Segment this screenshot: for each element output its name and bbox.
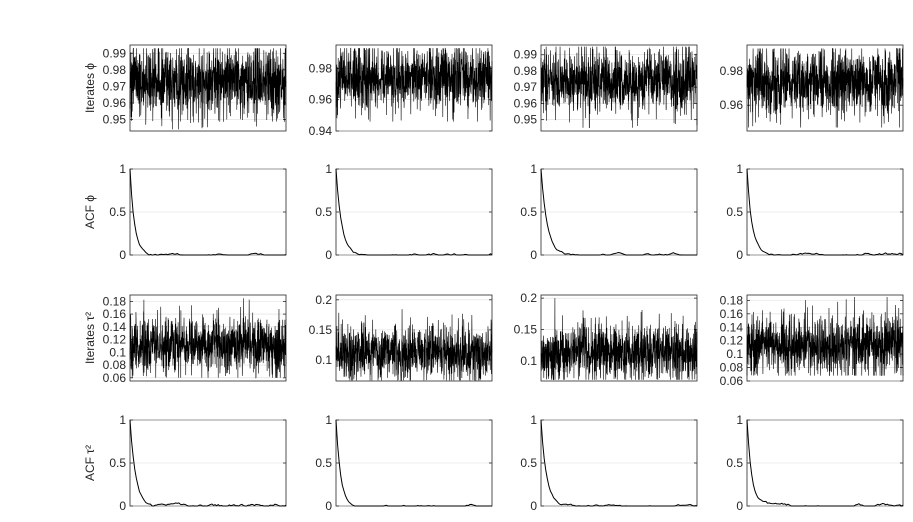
- y-tick-label: 0.98: [103, 63, 127, 77]
- y-tick-label: 0: [530, 248, 537, 262]
- acf-line: [129, 168, 287, 256]
- subplot-iterates-tau2-1: 0.060.080.10.120.140.160.18 Iterates τ²: [83, 294, 287, 385]
- subplot-acf-tau2-1: 0 0.5 1 ACF τ²: [83, 413, 287, 513]
- y-tick-label: 0.1: [109, 345, 126, 359]
- y-tick-label: 0.99: [514, 48, 538, 62]
- y-tick-label: 0.2: [520, 291, 537, 305]
- acf-line: [540, 168, 697, 256]
- y-tick-label: 1: [736, 413, 743, 427]
- subplot-acf-tau2-3: 00.51: [520, 413, 698, 513]
- y-tick-label: 0.12: [720, 334, 744, 348]
- y-tick-label: 1: [119, 162, 126, 176]
- y-tick-label: 0.16: [103, 307, 127, 321]
- y-tick-label: 0.5: [726, 456, 743, 470]
- y-tick-label: 0: [119, 499, 126, 513]
- y-tick-label: 0.5: [315, 456, 332, 470]
- y-tick-label: 0.5: [520, 205, 537, 219]
- acf-line: [335, 419, 492, 507]
- subplot-iterates-phi-3: 0.95 0.96 0.97 0.98 0.99: [514, 44, 698, 132]
- y-tick-label: 1: [530, 413, 537, 427]
- y-axis-label: ACF ϕ: [83, 195, 97, 229]
- subplot-iterates-phi-2: 0.94 0.96 0.98: [309, 44, 493, 138]
- acf-line: [335, 168, 493, 256]
- y-tick-label: 0.5: [109, 205, 126, 219]
- trace-line: [746, 297, 904, 376]
- trace-line: [129, 48, 287, 130]
- y-tick-label: 0.08: [103, 358, 127, 372]
- y-tick-label: 0.15: [309, 323, 333, 337]
- subplot-acf-tau2-4: 00.51: [726, 413, 904, 513]
- acf-line: [129, 419, 287, 507]
- subplot-iterates-tau2-3: 0.1 0.15 0.2: [514, 291, 698, 382]
- y-tick-label: 1: [325, 413, 332, 427]
- trace-line: [335, 47, 493, 122]
- y-tick-label: 0.96: [103, 96, 127, 110]
- y-tick-label: 0: [530, 499, 537, 513]
- y-tick-label: 0.06: [103, 371, 127, 385]
- y-tick-label: 0.97: [514, 80, 538, 94]
- subplot-iterates-phi-1: 0.95 0.96 0.97 0.98 0.99 Iterates ϕ: [83, 44, 287, 132]
- y-tick-label: 0.5: [315, 205, 332, 219]
- y-tick-label: 0.98: [309, 61, 333, 75]
- y-tick-label: 0.06: [720, 374, 744, 388]
- subplot-acf-phi-1: 0 0.5 1 ACF ϕ: [83, 162, 287, 262]
- y-tick-label: 0.1: [315, 353, 332, 367]
- y-tick-label: 0.96: [514, 96, 538, 110]
- y-tick-label: 0.18: [103, 294, 127, 308]
- y-tick-label: 0: [736, 248, 743, 262]
- y-tick-label: 0.1: [520, 354, 537, 368]
- subplot-acf-phi-3: 00.51: [520, 162, 698, 262]
- y-tick-label: 0.95: [514, 113, 538, 127]
- trace-line: [540, 46, 698, 129]
- y-tick-label: 0.96: [309, 93, 333, 107]
- y-tick-label: 1: [530, 162, 537, 176]
- trace-line: [746, 48, 904, 128]
- y-tick-label: 0.97: [103, 79, 127, 93]
- y-tick-label: 0.94: [309, 124, 333, 138]
- y-tick-label: 0: [736, 499, 743, 513]
- y-tick-label: 0.95: [103, 112, 127, 126]
- y-tick-label: 0.14: [720, 320, 744, 334]
- y-tick-label: 1: [325, 162, 332, 176]
- y-axis-label: Iterates τ²: [83, 312, 97, 364]
- subplot-iterates-tau2-4: 0.060.080.10.120.140.160.18: [720, 293, 904, 388]
- trace-line: [129, 298, 287, 379]
- y-tick-label: 0: [119, 248, 126, 262]
- y-tick-label: 1: [736, 162, 743, 176]
- y-tick-label: 0.1: [726, 347, 743, 361]
- trace-line: [540, 298, 698, 381]
- trace-line: [335, 309, 493, 381]
- subplot-acf-phi-4: 00.51: [726, 162, 904, 262]
- y-tick-label: 1: [119, 413, 126, 427]
- subplot-iterates-phi-4: 0.96 0.98: [720, 44, 904, 132]
- y-tick-label: 0: [325, 248, 332, 262]
- y-tick-label: 0.96: [720, 98, 744, 112]
- acf-line: [746, 419, 904, 507]
- acf-line: [540, 419, 697, 507]
- y-tick-label: 0.5: [726, 205, 743, 219]
- y-tick-label: 0.98: [514, 64, 538, 78]
- y-axis-label: ACF τ²: [83, 445, 97, 481]
- y-tick-label: 0: [325, 499, 332, 513]
- y-tick-label: 0.5: [520, 456, 537, 470]
- y-tick-label: 0.16: [720, 307, 744, 321]
- y-tick-label: 0.08: [720, 361, 744, 375]
- acf-line: [746, 168, 904, 256]
- y-tick-label: 0.98: [720, 64, 744, 78]
- subplot-acf-phi-2: 00.51: [315, 162, 493, 262]
- y-tick-label: 0.18: [720, 293, 744, 307]
- subplot-acf-tau2-2: 00.51: [315, 413, 493, 513]
- y-tick-label: 0.15: [514, 323, 538, 337]
- y-tick-label: 0.14: [103, 320, 127, 334]
- y-tick-label: 0.12: [103, 333, 127, 347]
- subplot-iterates-tau2-2: 0.1 0.15 0.2: [309, 293, 493, 382]
- y-axis-label: Iterates ϕ: [83, 63, 97, 113]
- y-tick-label: 0.2: [315, 293, 332, 307]
- y-tick-label: 0.5: [109, 456, 126, 470]
- y-tick-label: 0.99: [103, 46, 127, 60]
